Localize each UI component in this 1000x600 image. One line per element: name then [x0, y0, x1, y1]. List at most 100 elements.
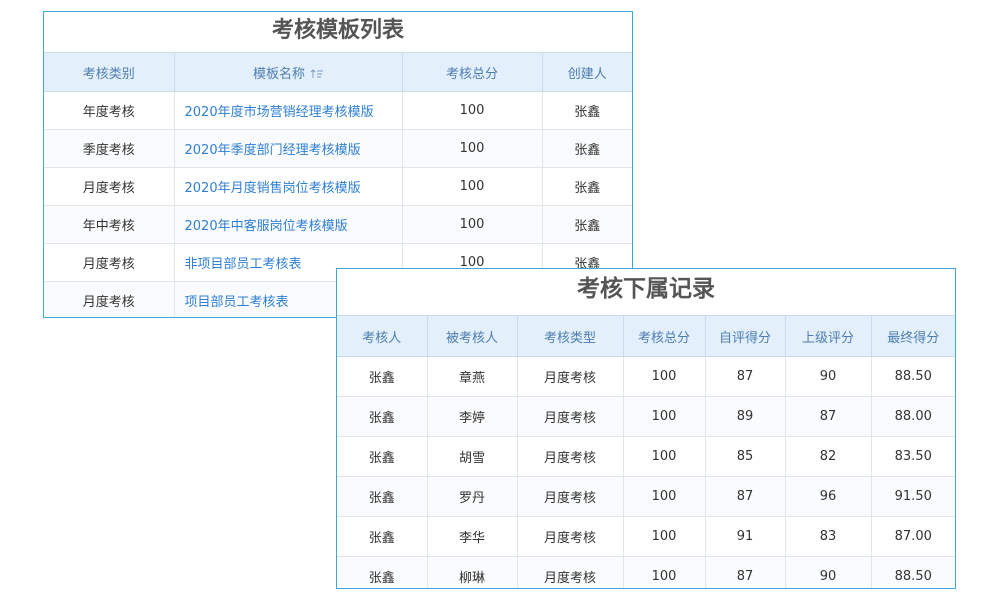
- table-cell: 91.50: [870, 476, 955, 517]
- template-link[interactable]: 2020年中客服岗位考核模版: [173, 205, 403, 244]
- table-cell: 月度考核: [516, 396, 624, 437]
- cell-text: 最终得分: [887, 330, 940, 346]
- cell-text: 罗丹: [458, 491, 485, 506]
- table-cell: 88.00: [870, 396, 955, 437]
- cell-text: 100: [459, 179, 485, 194]
- sort-icon[interactable]: [311, 69, 323, 79]
- cell-text: 张鑫: [574, 105, 601, 120]
- table-cell: 100: [622, 556, 706, 588]
- cell-text: 83: [819, 529, 837, 544]
- table-cell: 90: [784, 356, 872, 397]
- column-header: 创建人: [541, 52, 632, 92]
- table-cell: 张鑫: [337, 516, 428, 557]
- cell-text: 87: [736, 569, 754, 584]
- column-header: 最终得分: [870, 315, 955, 357]
- cell-text: 创建人: [567, 66, 607, 82]
- table-cell: 月度考核: [44, 243, 175, 282]
- column-header: 考核类别: [44, 52, 175, 92]
- table-cell: 100: [401, 205, 543, 244]
- cell-text: 张鑫: [368, 491, 395, 506]
- table-row: 张鑫 胡雪 月度考核 100 85 82 83.50: [337, 436, 955, 477]
- template-link[interactable]: 2020年季度部门经理考核模版: [173, 129, 403, 168]
- cell-text: 87: [736, 489, 754, 504]
- table-cell: 李华: [426, 516, 518, 557]
- template-link[interactable]: 2020年月度销售岗位考核模版: [173, 167, 403, 206]
- cell-text[interactable]: 模板名称: [252, 66, 305, 82]
- cell-text: 83.50: [894, 449, 932, 464]
- table-cell: 张鑫: [337, 556, 428, 588]
- cell-text: 月度考核: [543, 451, 596, 466]
- cell-text: 96: [819, 489, 837, 504]
- panel-title: 考核下属记录: [337, 269, 955, 315]
- cell-text: 100: [651, 489, 677, 504]
- cell-text: 年度考核: [82, 105, 135, 120]
- cell-text: 月度考核: [82, 295, 135, 310]
- cell-text: 月度考核: [543, 491, 596, 506]
- table-cell: 87: [704, 556, 786, 588]
- cell-text: 100: [651, 409, 677, 424]
- cell-text: 91.50: [894, 489, 932, 504]
- table-cell: 月度考核: [516, 516, 624, 557]
- table-row: 张鑫 李华 月度考核 100 91 83 87.00: [337, 516, 955, 557]
- table-cell: 89: [704, 396, 786, 437]
- table-cell: 胡雪: [426, 436, 518, 477]
- cell-text: 柳琳: [458, 571, 485, 586]
- table-cell: 季度考核: [44, 129, 175, 168]
- table-cell: 章燕: [426, 356, 518, 397]
- cell-text: 月度考核: [543, 371, 596, 386]
- template-link[interactable]: 2020年度市场营销经理考核模版: [173, 91, 403, 130]
- table-cell: 年中考核: [44, 205, 175, 244]
- cell-text[interactable]: 2020年度市场营销经理考核模版: [184, 105, 374, 120]
- cell-text: 87.00: [894, 529, 932, 544]
- cell-text: 89: [736, 409, 754, 424]
- table-cell: 100: [622, 396, 706, 437]
- cell-text: 李华: [458, 531, 485, 546]
- column-header: 考核总分: [622, 315, 706, 357]
- table-cell: 96: [784, 476, 872, 517]
- panel-title: 考核模板列表: [44, 12, 632, 52]
- cell-text: 100: [459, 103, 485, 118]
- cell-text: 张鑫: [368, 571, 395, 586]
- table-cell: 年度考核: [44, 91, 175, 130]
- table-row: 季度考核 2020年季度部门经理考核模版 100 张鑫: [44, 129, 632, 168]
- table-row: 张鑫 李婷 月度考核 100 89 87 88.00: [337, 396, 955, 437]
- column-header[interactable]: 模板名称: [173, 52, 403, 92]
- cell-text: 87: [736, 369, 754, 384]
- table-cell: 月度考核: [516, 476, 624, 517]
- record-table: 考核人 被考核人 考核类型 考核总分 自评得分 上级评分 最终得分 张鑫 章燕 月度考核 100 87…: [337, 315, 955, 588]
- cell-text: 87: [819, 409, 837, 424]
- cell-text: 100: [459, 255, 485, 270]
- table-cell: 张鑫: [541, 167, 632, 206]
- column-header: 自评得分: [704, 315, 786, 357]
- cell-text: 考核总分: [445, 66, 498, 82]
- table-cell: 月度考核: [516, 556, 624, 588]
- table-cell: 张鑫: [337, 436, 428, 477]
- cell-text: 张鑫: [368, 371, 395, 386]
- table-cell: 87: [784, 396, 872, 437]
- table-cell: 罗丹: [426, 476, 518, 517]
- cell-text[interactable]: 2020年季度部门经理考核模版: [184, 143, 361, 158]
- cell-text: 张鑫: [574, 181, 601, 196]
- cell-text: 自评得分: [718, 330, 771, 346]
- table-cell: 82: [784, 436, 872, 477]
- template-list-panel: 考核模板列表 考核类别 模板名称 考核总分 创建人年度考核 2020年度市场营销经理考核…: [43, 11, 633, 318]
- cell-text[interactable]: 项目部员工考核表: [184, 295, 289, 310]
- cell-text: 年中考核: [82, 219, 135, 234]
- table-cell: 100: [622, 476, 706, 517]
- cell-text[interactable]: 非项目部员工考核表: [184, 257, 302, 272]
- cell-text: 82: [819, 449, 837, 464]
- cell-text[interactable]: 2020年月度销售岗位考核模版: [184, 181, 361, 196]
- cell-text: 张鑫: [574, 219, 601, 234]
- cell-text: 被考核人: [445, 330, 498, 346]
- column-header: 考核人: [337, 315, 428, 357]
- cell-text: 张鑫: [574, 143, 601, 158]
- table-cell: 柳琳: [426, 556, 518, 588]
- cell-text: 张鑫: [368, 411, 395, 426]
- table-cell: 100: [622, 516, 706, 557]
- cell-text: 张鑫: [368, 531, 395, 546]
- cell-text[interactable]: 2020年中客服岗位考核模版: [184, 219, 348, 234]
- cell-text: 100: [651, 569, 677, 584]
- column-header: 考核类型: [516, 315, 624, 357]
- table-cell: 87: [704, 476, 786, 517]
